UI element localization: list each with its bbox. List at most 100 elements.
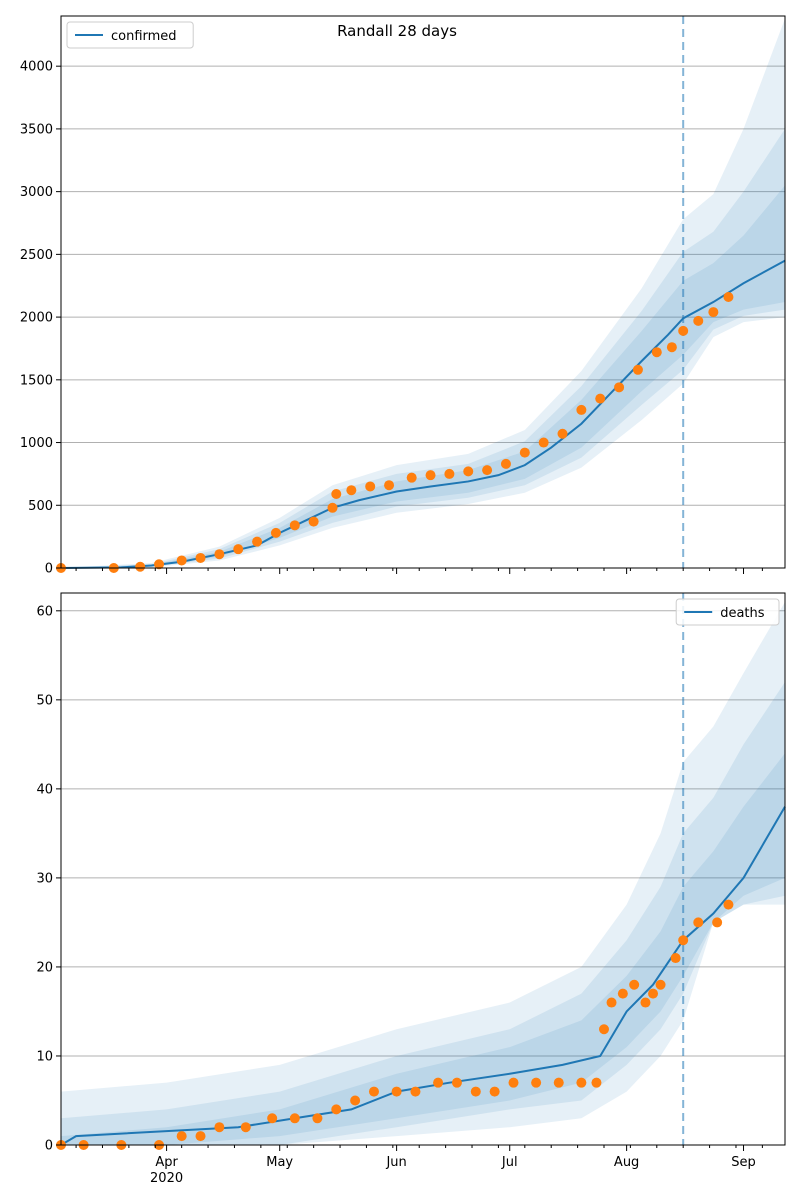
uncertainty-band bbox=[61, 185, 785, 568]
y-tick-label: 4000 bbox=[20, 60, 53, 75]
observed-point bbox=[368, 1086, 379, 1097]
observed-point bbox=[135, 561, 146, 572]
observed-point bbox=[693, 917, 704, 928]
observed-point bbox=[433, 1077, 444, 1088]
observed-point bbox=[678, 935, 689, 946]
legend: deaths bbox=[675, 598, 780, 626]
observed-point bbox=[640, 997, 651, 1008]
uncertainty-bands bbox=[61, 18, 785, 568]
y-tick-label: 10 bbox=[36, 1049, 53, 1064]
legend-box bbox=[675, 598, 780, 626]
observed-point bbox=[482, 465, 493, 476]
observed-point bbox=[678, 325, 689, 336]
observed-point bbox=[289, 520, 300, 531]
observed-point bbox=[252, 536, 263, 547]
observed-point bbox=[391, 1086, 402, 1097]
y-tick-label: 3500 bbox=[20, 122, 53, 137]
observed-point bbox=[723, 292, 734, 303]
observed-point bbox=[606, 997, 617, 1008]
legend-label: confirmed bbox=[111, 29, 177, 44]
legend-label: deaths bbox=[720, 606, 765, 621]
observed-point bbox=[557, 428, 568, 439]
confirmed-panel: Randall 28 days 0 500 1000 1500 2000 2500 3000… bbox=[20, 15, 786, 577]
x-tick-sublabel: 2020 bbox=[150, 1171, 183, 1186]
observed-point bbox=[632, 364, 643, 375]
chart-title: Randall 28 days bbox=[337, 22, 457, 40]
observed-point bbox=[670, 953, 681, 964]
observed-point bbox=[240, 1122, 251, 1133]
observed-point bbox=[176, 555, 187, 566]
uncertainty-band bbox=[61, 18, 785, 568]
y-tick-label: 60 bbox=[36, 604, 53, 619]
observed-point bbox=[195, 1131, 206, 1142]
observed-point bbox=[410, 1086, 421, 1097]
plot-frame bbox=[60, 592, 786, 1146]
observed-point bbox=[406, 472, 417, 483]
observed-point bbox=[214, 1122, 225, 1133]
x-tick-label: Aug bbox=[614, 1155, 639, 1170]
observed-point bbox=[531, 1077, 542, 1088]
observed-point bbox=[270, 527, 281, 538]
observed-point bbox=[519, 447, 530, 458]
observed-point bbox=[538, 437, 549, 448]
y-tick-label: 0 bbox=[45, 562, 53, 577]
y-tick-label: 1500 bbox=[20, 373, 53, 388]
uncertainty-bands bbox=[61, 601, 785, 1145]
observed-point bbox=[312, 1113, 323, 1124]
x-tick-label: Sep bbox=[731, 1155, 756, 1170]
observed-point bbox=[451, 1077, 462, 1088]
observed-point bbox=[176, 1131, 187, 1142]
observed-point bbox=[508, 1077, 519, 1088]
observed-point bbox=[614, 382, 625, 393]
observed-point bbox=[350, 1095, 361, 1106]
observed-point bbox=[267, 1113, 278, 1124]
y-tick-label: 1000 bbox=[20, 436, 53, 451]
observed-point bbox=[444, 468, 455, 479]
observed-point bbox=[331, 488, 342, 499]
x-tick-label: Jun bbox=[385, 1155, 406, 1170]
observed-point bbox=[489, 1086, 500, 1097]
observed-point bbox=[425, 470, 436, 481]
observed-point bbox=[500, 458, 511, 469]
observed-point bbox=[591, 1077, 602, 1088]
observed-point bbox=[308, 516, 319, 527]
observed-point bbox=[576, 1077, 587, 1088]
x-tick-label: Jul bbox=[501, 1155, 518, 1170]
y-tick-label: 50 bbox=[36, 693, 53, 708]
observed-point bbox=[576, 404, 587, 415]
y-tick-label: 2000 bbox=[20, 311, 53, 326]
observed-point bbox=[651, 347, 662, 358]
observed-point bbox=[693, 315, 704, 326]
observed-point bbox=[648, 988, 659, 999]
observed-point bbox=[463, 466, 474, 477]
observed-point bbox=[233, 544, 244, 555]
legend: confirmed bbox=[66, 21, 194, 49]
x-tick-label: Apr bbox=[155, 1155, 178, 1170]
observed-point bbox=[289, 1113, 300, 1124]
y-tick-label: 20 bbox=[36, 960, 53, 975]
y-tick-label: 0 bbox=[45, 1139, 53, 1154]
observed-point bbox=[599, 1024, 609, 1035]
x-tick-label: May bbox=[266, 1155, 293, 1170]
y-tick-label: 2500 bbox=[20, 248, 53, 263]
y-tick-label: 40 bbox=[36, 782, 53, 797]
legend-box bbox=[66, 21, 194, 49]
observed-point bbox=[712, 917, 723, 928]
observed-point bbox=[154, 559, 165, 570]
y-tick-label: 3000 bbox=[20, 185, 53, 200]
observed-point bbox=[327, 502, 338, 513]
observed-point bbox=[708, 307, 719, 318]
observed-point bbox=[470, 1086, 481, 1097]
model-line bbox=[60, 259, 786, 569]
uncertainty-band bbox=[61, 601, 785, 1145]
observed-point bbox=[331, 1104, 342, 1115]
observed-point bbox=[617, 988, 628, 999]
observed-point bbox=[553, 1077, 564, 1088]
uncertainty-band bbox=[61, 128, 785, 568]
observed-point bbox=[595, 393, 606, 404]
observed-point bbox=[365, 481, 376, 492]
observed-point bbox=[723, 899, 734, 910]
observed-point bbox=[195, 552, 206, 563]
